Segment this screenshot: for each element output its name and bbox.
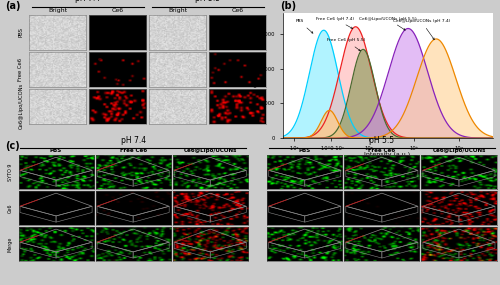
Text: PBS: PBS xyxy=(50,148,62,153)
Text: Ce6@Lipo/UCONs: Ce6@Lipo/UCONs xyxy=(184,148,237,153)
Text: PBS: PBS xyxy=(298,148,311,153)
Text: pH 5.5: pH 5.5 xyxy=(370,136,394,144)
Text: Ce6@Lipo/UCONs: Ce6@Lipo/UCONs xyxy=(18,83,24,129)
Text: Ce6@Lipo/UCONs: Ce6@Lipo/UCONs xyxy=(432,148,486,153)
Text: pH 7.4: pH 7.4 xyxy=(75,0,100,3)
Text: Free Ce6 (pH 5.5): Free Ce6 (pH 5.5) xyxy=(327,38,366,51)
Text: SYTO 9: SYTO 9 xyxy=(8,164,12,181)
Text: Ce6@Lipo/UCONs (pH 7.4): Ce6@Lipo/UCONs (pH 7.4) xyxy=(392,19,450,40)
Text: PBS: PBS xyxy=(295,19,313,33)
Text: (c): (c) xyxy=(5,141,20,151)
Text: PBS: PBS xyxy=(18,27,24,37)
Text: (b): (b) xyxy=(280,1,296,11)
Text: pH 7.4: pH 7.4 xyxy=(120,136,146,144)
Text: Free Ce6: Free Ce6 xyxy=(18,58,24,81)
Text: (a): (a) xyxy=(5,1,20,11)
Text: pH 5.5: pH 5.5 xyxy=(195,0,220,3)
Text: Free Ce6: Free Ce6 xyxy=(368,148,396,153)
Text: Ce6: Ce6 xyxy=(112,8,124,13)
Text: Ce6@Lipo/UCONs (pH 5.5): Ce6@Lipo/UCONs (pH 5.5) xyxy=(358,17,416,30)
Text: Bright: Bright xyxy=(48,8,67,13)
Text: Free Ce6 (pH 7.4): Free Ce6 (pH 7.4) xyxy=(316,17,354,28)
Text: Ce6: Ce6 xyxy=(232,8,243,13)
Text: Bright: Bright xyxy=(168,8,187,13)
X-axis label: Intensity (a.u.): Intensity (a.u.) xyxy=(364,152,410,157)
Text: Free Ce6: Free Ce6 xyxy=(120,148,146,153)
Text: Merge: Merge xyxy=(8,236,12,252)
Y-axis label: Counts: Counts xyxy=(254,64,258,87)
Text: Ce6: Ce6 xyxy=(8,203,12,213)
